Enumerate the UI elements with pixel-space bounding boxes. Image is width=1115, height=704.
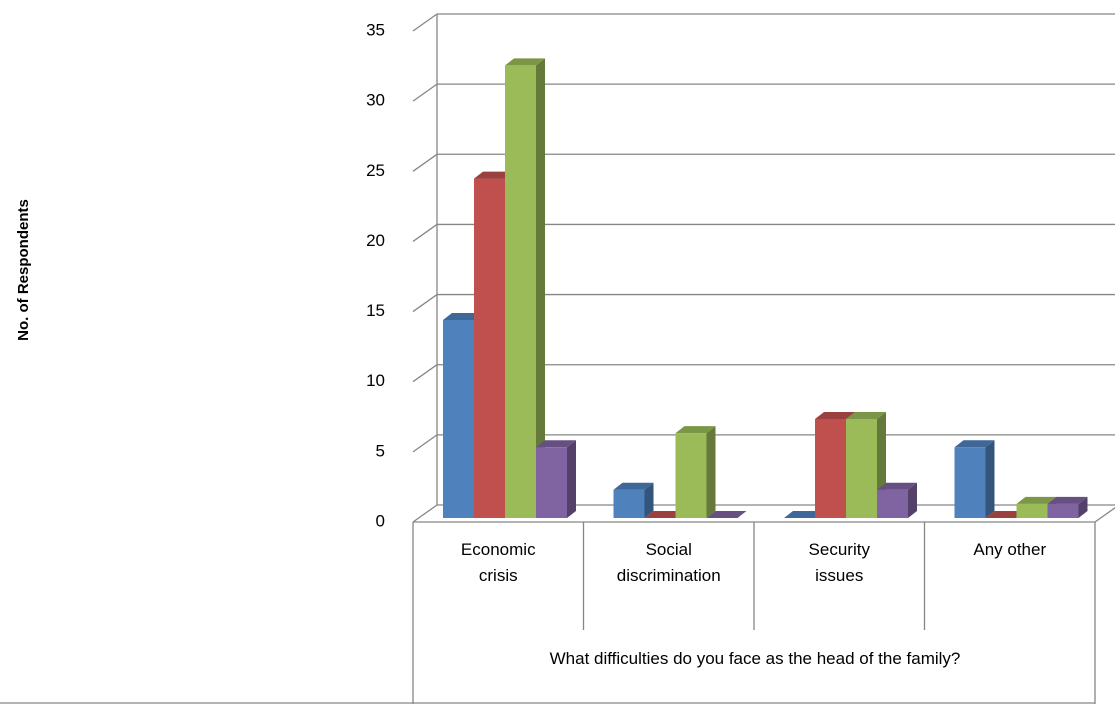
bar	[1016, 503, 1048, 518]
bar-top	[815, 412, 855, 419]
bar-side	[908, 482, 917, 518]
bar	[474, 178, 505, 519]
x-tick-label: Security issues	[808, 540, 870, 585]
grid-line	[412, 83, 438, 102]
bar-side	[706, 426, 716, 518]
bar-top	[474, 171, 514, 179]
bar-top	[954, 440, 995, 448]
x-tick-label: Economic crisis	[460, 540, 536, 585]
bar-top	[505, 58, 545, 66]
bar	[815, 419, 846, 518]
grid-line	[412, 13, 438, 32]
bar-top	[443, 313, 483, 320]
y-tick-label: 5	[376, 441, 385, 460]
x-tick-label: Social discrimination	[616, 540, 721, 585]
grid-line	[412, 153, 438, 172]
bar-top	[675, 426, 716, 434]
grid-line	[412, 223, 438, 242]
bar	[443, 320, 474, 518]
y-tick-label: 25	[366, 161, 385, 180]
grid-line	[412, 504, 438, 523]
y-tick-label: 30	[366, 91, 385, 110]
bar-top	[1016, 496, 1057, 504]
y-tick-label: 10	[366, 371, 385, 390]
bar-side	[644, 482, 654, 518]
bar-top	[536, 440, 576, 448]
bar-top	[985, 511, 1026, 518]
bar-top	[784, 511, 824, 518]
bar	[1047, 503, 1079, 518]
bar	[954, 447, 986, 518]
bar	[877, 489, 908, 518]
bar-top	[877, 482, 917, 490]
grid-line	[412, 434, 438, 453]
bar-top	[644, 511, 685, 518]
bar-side	[985, 440, 995, 518]
x-tick-label: Any other	[973, 540, 1047, 559]
bar-top	[846, 412, 886, 419]
bar	[846, 419, 877, 518]
y-tick-label: 20	[366, 231, 385, 250]
y-tick-label: 35	[366, 20, 385, 39]
bar	[613, 489, 645, 518]
bar-top	[706, 511, 747, 518]
y-tick-label: 0	[376, 511, 385, 530]
grid-line	[412, 294, 438, 313]
bar	[536, 447, 567, 518]
bar-side	[1078, 496, 1088, 518]
x-axis-title: What difficulties do you face as the hea…	[549, 649, 961, 668]
bar	[505, 65, 536, 518]
y-tick-label: 15	[366, 301, 385, 320]
bar-top	[613, 482, 654, 490]
bar-top	[1047, 496, 1088, 504]
y-axis-title: No. of Respondents	[15, 199, 32, 341]
floor-edge	[1094, 507, 1115, 523]
bar-side	[567, 440, 576, 518]
grid-line	[412, 364, 438, 383]
bar-side	[536, 58, 545, 519]
bar	[675, 433, 707, 518]
